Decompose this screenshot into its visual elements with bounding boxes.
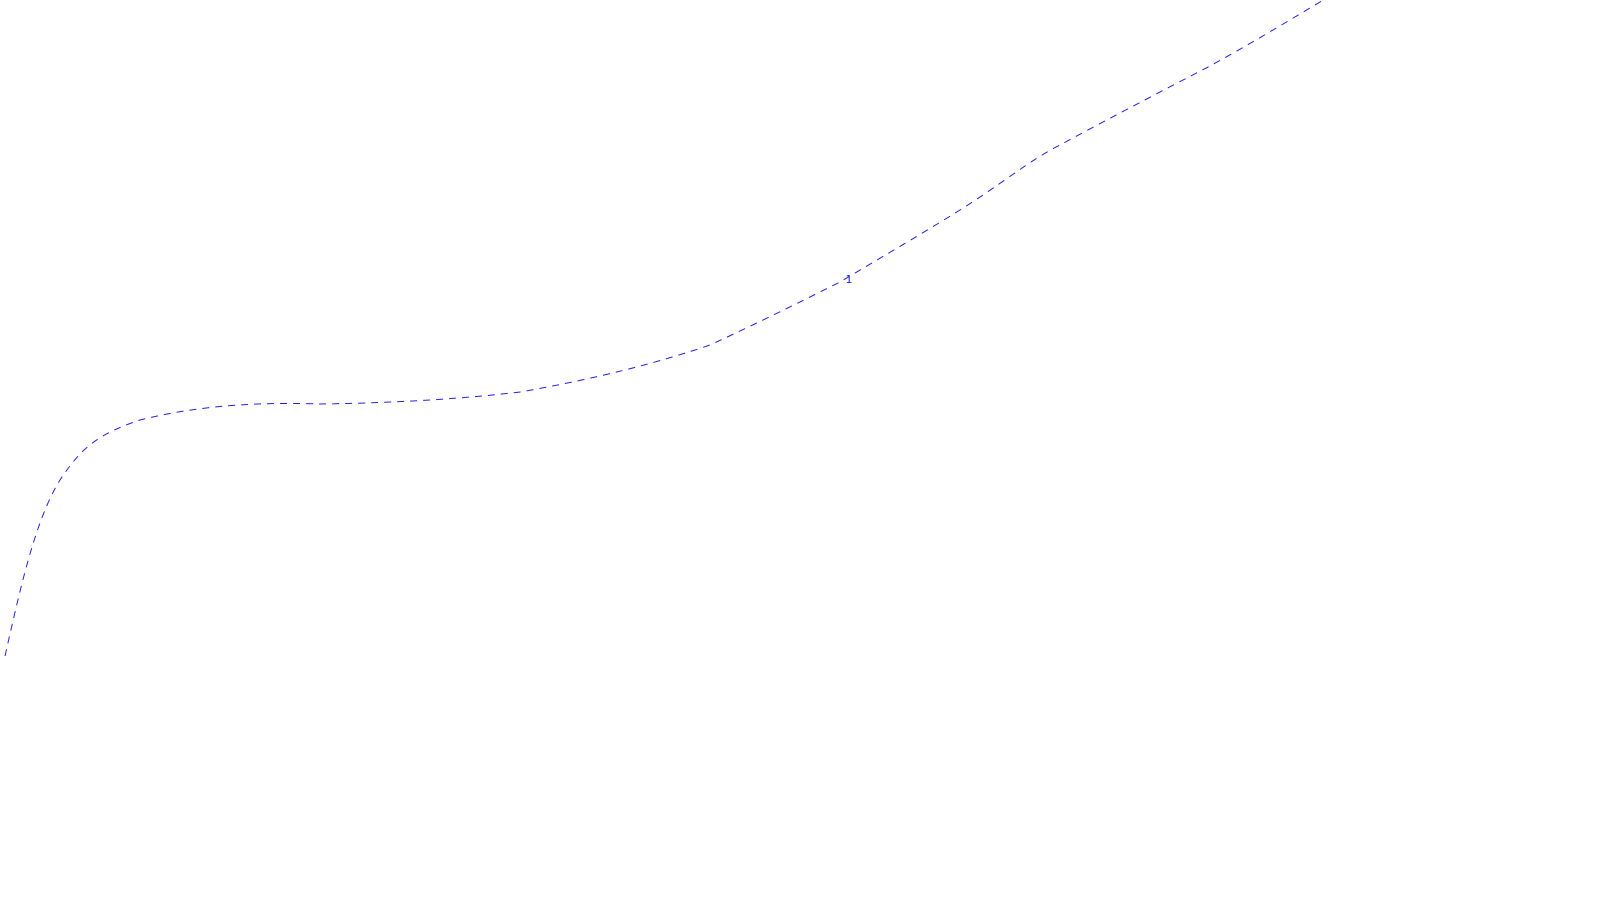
dashed-contour-line bbox=[4, 0, 1325, 657]
contour-label: 1 bbox=[846, 273, 853, 286]
